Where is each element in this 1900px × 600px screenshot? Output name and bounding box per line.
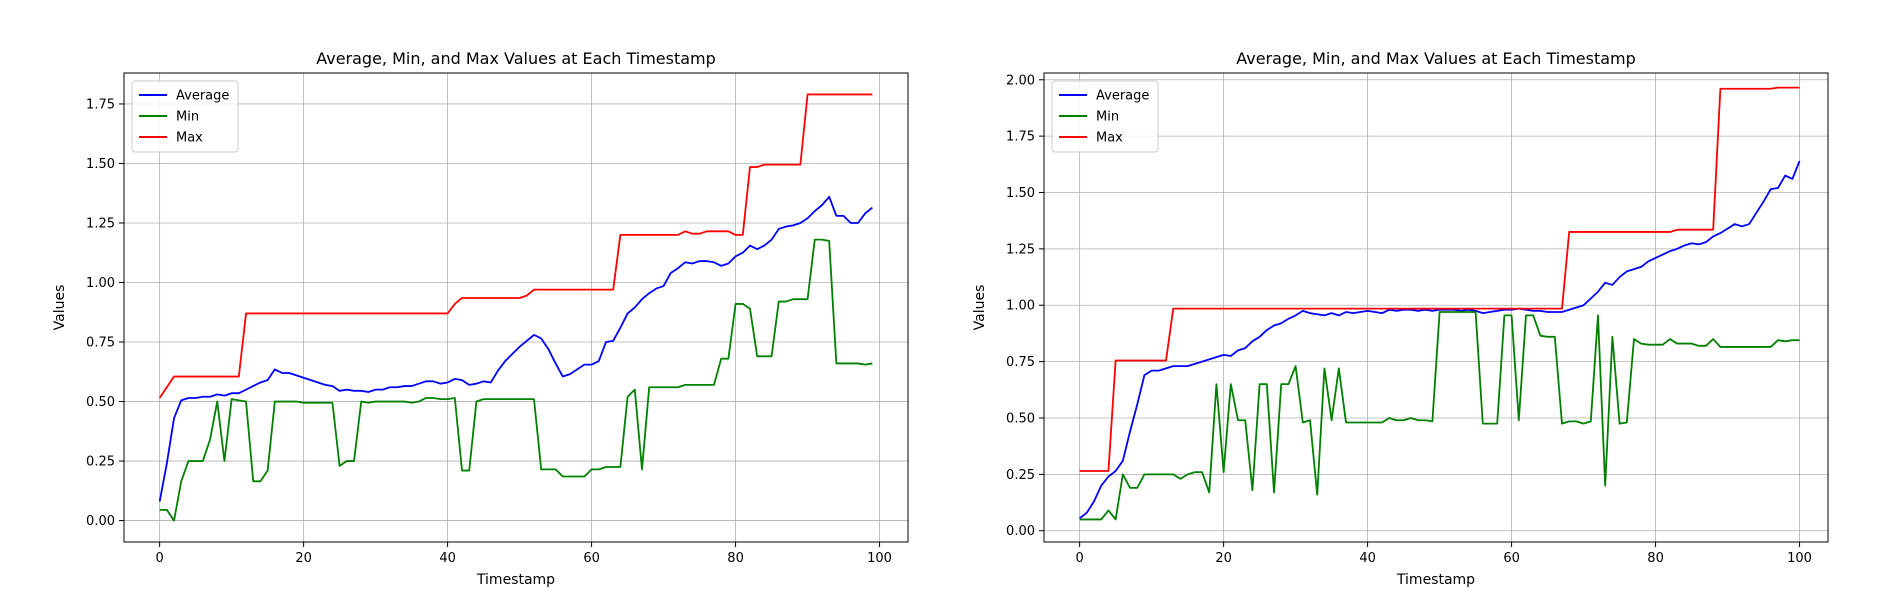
y-tick-label: 0.75 xyxy=(1006,355,1035,370)
grid xyxy=(1044,73,1828,542)
x-tick-label: 60 xyxy=(1503,551,1520,566)
x-axis-label: Timestamp xyxy=(1396,572,1475,588)
y-tick-label: 0.50 xyxy=(86,395,115,410)
x-tick-label: 80 xyxy=(727,551,744,566)
y-tick-label: 1.75 xyxy=(1006,130,1035,145)
legend: Average Min Max xyxy=(131,80,239,153)
chart-2: 0 20 40 60 80 100 0.00 0.25 0.50 0.75 1.00 1.25 1.50… xyxy=(972,49,1829,588)
series-line-max xyxy=(1079,86,1800,472)
x-tick-label: 0 xyxy=(155,551,163,566)
legend-label-average: Average xyxy=(1096,89,1149,104)
chart-1: 0 20 40 60 80 100 0.00 0.25 0.50 0.75 1.00 1.25 1.50… xyxy=(52,49,909,588)
legend-label-max: Max xyxy=(176,131,203,146)
chart-title: Average, Min, and Max Values at Each Tim… xyxy=(316,49,716,68)
plot-area xyxy=(1044,73,1828,542)
y-axis-label: Values xyxy=(972,285,988,331)
x-tick-label: 0 xyxy=(1075,551,1083,566)
y-tick-label: 1.00 xyxy=(86,276,115,291)
y-tick-label: 0.75 xyxy=(86,336,115,351)
legend-box xyxy=(1051,80,1159,153)
y-tick-label: 1.50 xyxy=(1006,186,1035,201)
axes-frame xyxy=(1043,72,1829,543)
x-tick-label: 20 xyxy=(1215,551,1232,566)
series-line-min xyxy=(1079,311,1800,521)
legend-box xyxy=(131,80,239,153)
x-tick-label: 100 xyxy=(1787,551,1812,566)
legend-label-max: Max xyxy=(1096,131,1123,146)
x-axis-label: Timestamp xyxy=(476,572,555,588)
y-tick-label: 1.50 xyxy=(86,157,115,172)
y-tick-label: 1.25 xyxy=(1006,242,1035,257)
series-line-min xyxy=(159,238,873,522)
y-tick-label: 0.25 xyxy=(86,455,115,470)
y-tick-label: 1.75 xyxy=(86,97,115,112)
legend-label-min: Min xyxy=(1096,110,1119,125)
series-line-average xyxy=(158,195,873,502)
chart-title: Average, Min, and Max Values at Each Tim… xyxy=(1236,49,1636,68)
y-tick-label: 0.00 xyxy=(86,514,115,529)
y-tick-label: 1.25 xyxy=(86,216,115,231)
x-tick-label: 100 xyxy=(867,551,892,566)
y-tick-label: 0.00 xyxy=(1006,524,1035,539)
series-line-average xyxy=(1079,160,1801,520)
x-tick-label: 60 xyxy=(583,551,600,566)
axes-frame xyxy=(123,72,909,543)
legend: Average Min Max xyxy=(1051,80,1159,153)
x-tick-label: 80 xyxy=(1647,551,1664,566)
plot-area xyxy=(124,73,908,542)
grid xyxy=(124,73,908,542)
y-axis-label: Values xyxy=(52,285,68,331)
y-tick-label: 0.25 xyxy=(1006,468,1035,483)
x-tick-label: 20 xyxy=(295,551,312,566)
legend-label-average: Average xyxy=(176,89,229,104)
y-tick-label: 1.00 xyxy=(1006,299,1035,314)
y-tick-label: 2.00 xyxy=(1006,73,1035,88)
legend-label-min: Min xyxy=(176,110,199,125)
series-line-max xyxy=(158,93,873,399)
y-tick-label: 0.50 xyxy=(1006,411,1035,426)
x-tick-label: 40 xyxy=(439,551,456,566)
x-tick-label: 40 xyxy=(1359,551,1376,566)
